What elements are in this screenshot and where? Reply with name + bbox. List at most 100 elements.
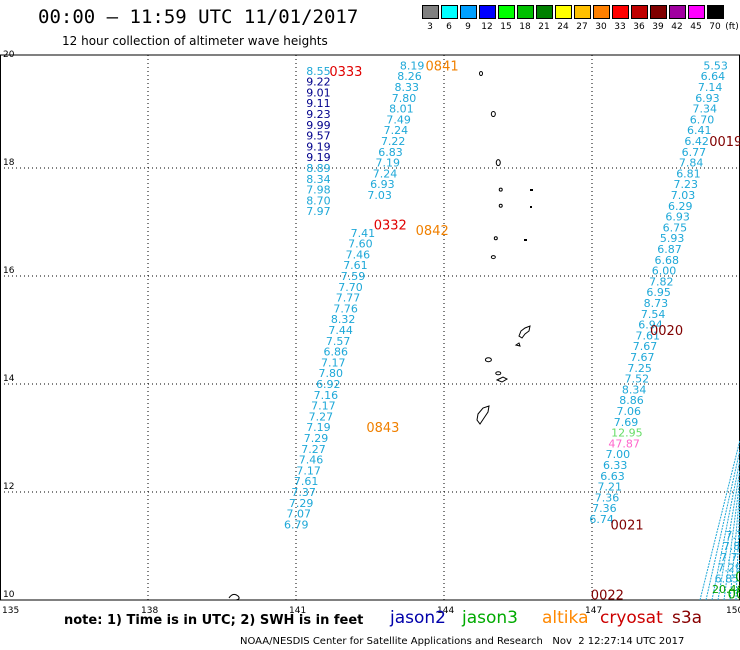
- swh-value: 6.86: [323, 346, 348, 359]
- swh-value: 7.61: [343, 259, 368, 272]
- swh-value: 7.17: [296, 464, 321, 477]
- swh-value: 7.46: [346, 248, 371, 261]
- swh-value: 6.85: [715, 572, 740, 585]
- swh-value: 7.34: [692, 103, 717, 116]
- swh-value: 7.16: [314, 389, 339, 402]
- swh-value: 7.71: [720, 551, 740, 564]
- swh-value: 7.06: [617, 405, 642, 418]
- swh-value: 9.11: [306, 97, 331, 110]
- swh-value: 6.95: [646, 286, 671, 299]
- swh-value: 6.64: [701, 70, 726, 83]
- saipan-outline: [518, 325, 531, 339]
- pass-time-label: 00: [728, 588, 740, 603]
- lon-tick-label: 135: [2, 606, 19, 616]
- swh-value: 6.94: [638, 319, 663, 332]
- legend-label: 27: [576, 22, 588, 32]
- satellite-label-cryosat: cryosat: [600, 608, 663, 628]
- swh-value: 7.19: [306, 421, 331, 434]
- legend-swatch: [422, 5, 439, 19]
- swh-value: 7.44: [328, 324, 353, 337]
- swh-value: 6.68: [654, 254, 679, 267]
- swh-value: 7.61: [636, 329, 661, 342]
- lon-tick-label: 144: [437, 606, 454, 616]
- swh-value: 7.29: [717, 562, 740, 575]
- legend-label: 24: [557, 22, 569, 32]
- swh-value: 7.80: [392, 92, 417, 105]
- swh-value: 9.19: [306, 151, 331, 164]
- swh-value: 7.46: [299, 454, 324, 467]
- lat-tick-label: 10: [3, 590, 15, 600]
- swh-value: 12.95: [611, 427, 643, 440]
- lon-tick-label: 150: [726, 606, 740, 616]
- pass-time-label: 00: [735, 570, 740, 585]
- legend-swatch: [612, 5, 629, 19]
- swh-value: 6.92: [316, 378, 341, 391]
- swh-value: 8.19: [400, 59, 425, 72]
- lon-tick-label: 141: [289, 606, 306, 616]
- swh-value: 7.67: [633, 340, 658, 353]
- lon-tick-label: 138: [141, 606, 158, 616]
- swh-value: 7.24: [373, 167, 398, 180]
- swh-value: 7.82: [649, 275, 674, 288]
- pass-time-label: 0842: [416, 224, 449, 239]
- legend-label: 9: [465, 22, 471, 32]
- legend-label: 15: [500, 22, 512, 32]
- pass-time-label: 0022: [591, 589, 624, 604]
- swh-value: 6.33: [603, 459, 628, 472]
- swh-value: 6.87: [657, 243, 682, 256]
- legend-swatch: [688, 5, 705, 19]
- swh-value: 8.34: [622, 383, 647, 396]
- swh-value: 9.57: [306, 130, 331, 143]
- credit-line: NOAA/NESDIS Center for Satellite Applica…: [240, 636, 685, 647]
- satellite-label-jason2: jason2: [390, 608, 446, 628]
- swh-value: 8.26: [397, 70, 422, 83]
- legend-swatch: [574, 5, 591, 19]
- swh-value: 7.19: [376, 157, 401, 170]
- swh-value: 7.67: [630, 351, 655, 364]
- map-subtitle: 12 hour collection of altimeter wave hei…: [62, 34, 328, 48]
- legend-label: 39: [652, 22, 664, 32]
- legend-label: 6: [446, 22, 452, 32]
- satellite-label-jason3: jason3: [462, 608, 518, 628]
- lat-tick-label: 18: [3, 158, 15, 168]
- swh-value: 7.61: [294, 475, 319, 488]
- pass-time-label: 0333: [329, 65, 362, 80]
- swh-value: 7.03: [367, 189, 392, 202]
- swh-value: 47.87: [608, 437, 640, 450]
- swh-value: 9.01: [306, 86, 331, 99]
- lat-tick-label: 20: [3, 50, 15, 60]
- island-outline: [490, 255, 496, 260]
- swh-value: 7.21: [598, 481, 623, 494]
- rota-outline: [495, 376, 509, 383]
- swh-value: 6.93: [695, 92, 720, 105]
- swh-value: 5.93: [660, 232, 685, 245]
- swh-value: 8.70: [306, 194, 331, 207]
- swath-line: [699, 439, 740, 601]
- swh-value: 7.80: [319, 367, 344, 380]
- pass-time-label: 0332: [374, 219, 407, 234]
- legend-label: 30: [595, 22, 607, 32]
- swh-value: 7.57: [326, 335, 351, 348]
- swh-value: 6.93: [370, 178, 395, 191]
- swh-value: 9.23: [306, 108, 331, 121]
- satellite-label-altika: altika: [542, 608, 589, 628]
- legend-label: 36: [633, 22, 645, 32]
- legend-swatch: [650, 5, 667, 19]
- swh-value: 6.00: [652, 265, 677, 278]
- island-outline: [498, 187, 503, 192]
- swh-value: 6.42: [684, 135, 709, 148]
- island-outline: [493, 236, 498, 241]
- swh-value: 7.59: [341, 270, 366, 283]
- swh-value: 6.77: [682, 146, 707, 159]
- swh-value: 7.84: [679, 157, 704, 170]
- swh-value: 7.36: [592, 502, 617, 515]
- swh-value: 7.41: [351, 227, 376, 240]
- legend-label: 70: [709, 22, 721, 32]
- pass-time-label: 0019: [709, 135, 740, 150]
- legend-swatch: [593, 5, 610, 19]
- swh-value: 6.93: [665, 211, 690, 224]
- swh-value: 7.17: [311, 400, 336, 413]
- swh-value: 8.89: [306, 162, 331, 175]
- island-outline: [495, 371, 502, 376]
- swh-value: 6.79: [284, 518, 309, 531]
